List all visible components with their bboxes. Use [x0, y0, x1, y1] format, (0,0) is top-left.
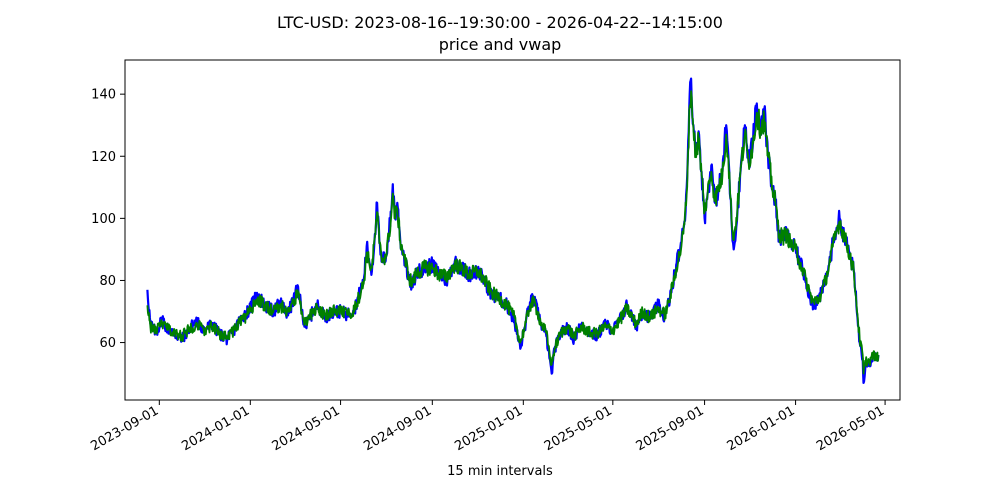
x-tick: 2025-01-01 [452, 400, 525, 454]
y-tick: 60 [99, 336, 125, 351]
x-tick: 2025-09-01 [634, 400, 707, 454]
x-tick-label: 2024-09-01 [361, 403, 434, 454]
x-tick-label: 2026-01-01 [725, 403, 798, 454]
y-tick: 140 [91, 88, 125, 103]
x-axis-label: 15 min intervals [447, 464, 553, 479]
x-tick-label: 2024-05-01 [270, 403, 343, 454]
x-tick: 2024-05-01 [270, 400, 343, 454]
x-tick: 2026-05-01 [814, 400, 887, 454]
y-tick-label: 100 [91, 212, 116, 227]
chart-title: LTC-USD: 2023-08-16--19:30:00 - 2026-04-… [277, 13, 723, 32]
x-tick: 2024-01-01 [179, 400, 252, 454]
y-tick: 100 [91, 212, 125, 227]
y-tick-label: 80 [99, 274, 116, 289]
x-tick-label: 2025-01-01 [452, 403, 525, 454]
x-tick: 2025-05-01 [542, 400, 615, 454]
y-axis: 60 80 100 120 140 [91, 88, 125, 351]
x-tick: 2023-09-01 [88, 400, 161, 454]
x-tick: 2026-01-01 [725, 400, 798, 454]
x-tick: 2024-09-01 [361, 400, 434, 454]
plot-frame [124, 59, 901, 401]
y-tick: 120 [91, 150, 125, 165]
y-tick-label: 120 [91, 150, 116, 165]
chart-subtitle: price and vwap [438, 35, 562, 54]
series-layer [146, 77, 880, 384]
y-tick-label: 60 [99, 336, 116, 351]
x-tick-label: 2025-09-01 [634, 403, 707, 454]
x-tick-label: 2026-05-01 [814, 403, 887, 454]
vwap-line [146, 90, 880, 375]
x-tick-label: 2024-01-01 [179, 403, 252, 454]
price-line [146, 77, 880, 384]
x-tick-label: 2025-05-01 [542, 403, 615, 454]
y-tick: 80 [99, 274, 125, 289]
x-axis: 2023-09-01 2024-01-01 2024-05-01 2024-09-01… [88, 400, 887, 454]
x-tick-label: 2023-09-01 [88, 403, 161, 454]
y-tick-label: 140 [91, 88, 116, 103]
